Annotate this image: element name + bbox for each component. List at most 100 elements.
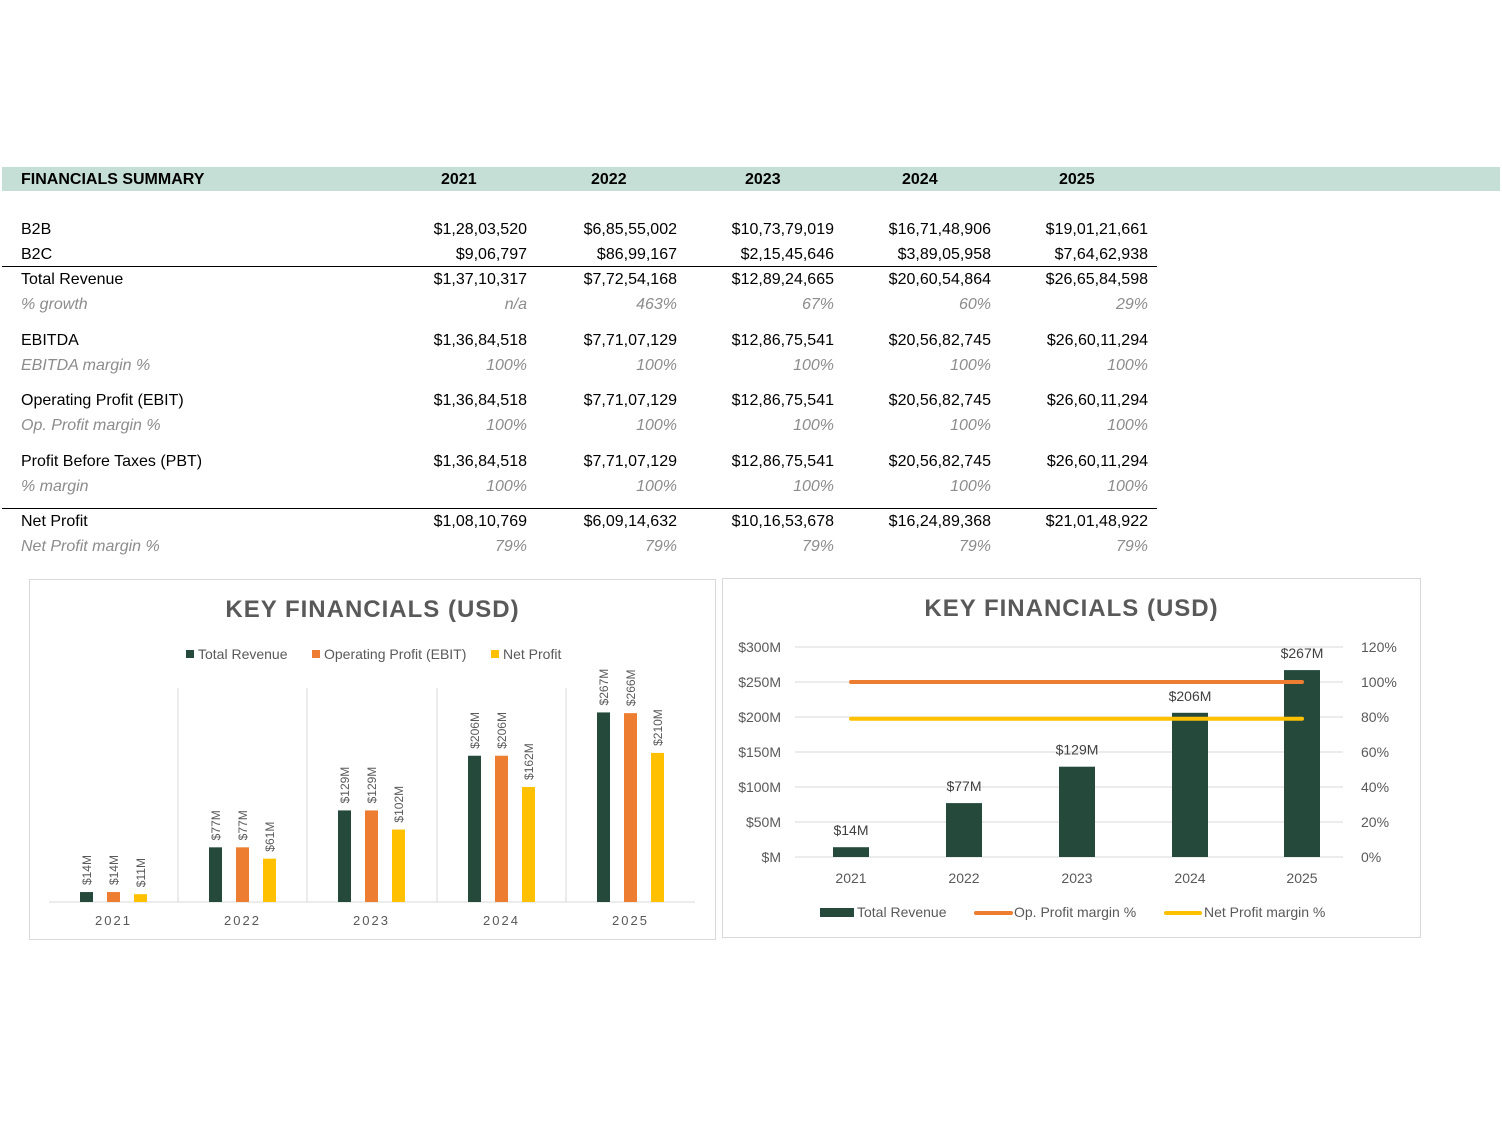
table-header-band — [2, 167, 1500, 191]
row-label: B2C — [21, 246, 53, 263]
row-value: 60% — [958, 296, 991, 313]
bar — [1284, 670, 1320, 857]
row-value: 100% — [1107, 478, 1148, 495]
legend-label: Net Profit — [503, 646, 561, 662]
row-value: 100% — [1107, 357, 1148, 374]
data-label: $77M — [946, 778, 981, 794]
row-value: $10,16,53,678 — [731, 513, 834, 530]
row-value: 100% — [636, 478, 677, 495]
bar — [651, 752, 664, 902]
bar — [833, 847, 869, 857]
y-tick-label: $100M — [738, 779, 781, 795]
bar — [338, 810, 351, 902]
x-tick-label: 2022 — [948, 870, 979, 886]
row-value: $1,36,84,518 — [433, 332, 527, 349]
row-value: $21,01,48,922 — [1045, 513, 1148, 530]
x-tick-label: 2021 — [835, 870, 866, 886]
data-label: $210M — [651, 709, 665, 746]
row-value: 100% — [486, 357, 527, 374]
x-tick-label: 2025 — [1286, 870, 1317, 886]
y2-tick-label: 60% — [1361, 744, 1389, 760]
y2-tick-label: 120% — [1361, 639, 1397, 655]
row-value: 100% — [793, 417, 834, 434]
legend-label: Op. Profit margin % — [1014, 904, 1136, 920]
row-value: 100% — [486, 478, 527, 495]
y-tick-label: $250M — [738, 674, 781, 690]
x-tick-label: 2025 — [612, 913, 649, 928]
bar — [597, 712, 610, 902]
data-label: $206M — [468, 712, 482, 749]
legend-label: Operating Profit (EBIT) — [324, 646, 466, 662]
bar — [107, 892, 120, 902]
y2-tick-label: 80% — [1361, 709, 1389, 725]
row-value: $10,73,79,019 — [731, 221, 834, 238]
year-header-2024: 2024 — [902, 171, 938, 188]
data-label: $206M — [1169, 688, 1212, 704]
row-value: 100% — [950, 478, 991, 495]
y2-tick-label: 100% — [1361, 674, 1397, 690]
net-profit-rule — [2, 508, 1157, 509]
legend-label: Total Revenue — [198, 646, 288, 662]
data-label: $102M — [392, 786, 406, 823]
row-value: $7,71,07,129 — [583, 392, 677, 409]
data-label: $267M — [597, 669, 611, 706]
year-header-2025: 2025 — [1059, 171, 1095, 188]
data-label: $129M — [1056, 742, 1099, 758]
row-value: $26,60,11,294 — [1046, 392, 1148, 409]
row-value: $26,60,11,294 — [1046, 332, 1148, 349]
data-label: $129M — [338, 767, 352, 804]
row-value: $12,89,24,665 — [731, 271, 834, 288]
y-tick-label: $50M — [746, 814, 781, 830]
row-value: $7,71,07,129 — [583, 332, 677, 349]
row-value: $12,86,75,541 — [731, 453, 834, 470]
row-value: $3,89,05,958 — [897, 246, 991, 263]
row-value: $20,56,82,745 — [888, 332, 991, 349]
row-label: Profit Before Taxes (PBT) — [21, 453, 203, 470]
row-value: $16,71,48,906 — [888, 221, 991, 238]
row-value: $20,60,54,864 — [888, 271, 991, 288]
row-value: $20,56,82,745 — [888, 453, 991, 470]
data-label: $267M — [1281, 645, 1324, 661]
year-header-2022: 2022 — [591, 171, 627, 188]
key-financials-combo-chart: KEY FINANCIALS (USD) $M $50M $100M $150M $20… — [722, 578, 1421, 938]
x-tick-label: 2024 — [483, 913, 520, 928]
row-value: $1,28,03,520 — [433, 221, 527, 238]
bar — [946, 803, 982, 857]
row-value: $7,71,07,129 — [583, 453, 677, 470]
row-value: $6,85,55,002 — [583, 221, 677, 238]
total-revenue-rule — [2, 266, 1157, 267]
legend-swatch — [491, 650, 499, 658]
legend-label: Net Profit margin % — [1204, 904, 1325, 920]
bar — [80, 892, 93, 902]
y2-tick-label: 40% — [1361, 779, 1389, 795]
data-label: $61M — [263, 822, 277, 852]
row-value: $26,60,11,294 — [1046, 453, 1148, 470]
row-value: 67% — [801, 296, 834, 313]
y2-tick-label: 20% — [1361, 814, 1389, 830]
row-value: 463% — [636, 296, 677, 313]
y-tick-label: $150M — [738, 744, 781, 760]
row-value: $6,09,14,632 — [583, 513, 677, 530]
row-value: 100% — [950, 417, 991, 434]
row-value: $9,06,797 — [455, 246, 527, 263]
row-value: 100% — [1107, 417, 1148, 434]
legend-swatch — [312, 650, 320, 658]
legend-swatch — [820, 908, 854, 917]
bar — [1172, 712, 1208, 857]
bar — [392, 829, 405, 902]
row-label: % growth — [21, 296, 88, 313]
bar — [134, 894, 147, 902]
row-label: Net Profit — [21, 513, 88, 530]
row-value: $12,86,75,541 — [731, 332, 834, 349]
row-value: 79% — [644, 538, 677, 555]
row-value: $1,37,10,317 — [433, 271, 527, 288]
bar — [365, 810, 378, 902]
row-value: 79% — [1115, 538, 1148, 555]
year-header-2023: 2023 — [745, 171, 781, 188]
bar — [209, 847, 222, 902]
year-header-2021: 2021 — [441, 171, 477, 188]
row-value: $7,64,62,938 — [1054, 246, 1148, 263]
bar — [495, 755, 508, 902]
row-value: 100% — [636, 357, 677, 374]
row-value: 29% — [1115, 296, 1148, 313]
